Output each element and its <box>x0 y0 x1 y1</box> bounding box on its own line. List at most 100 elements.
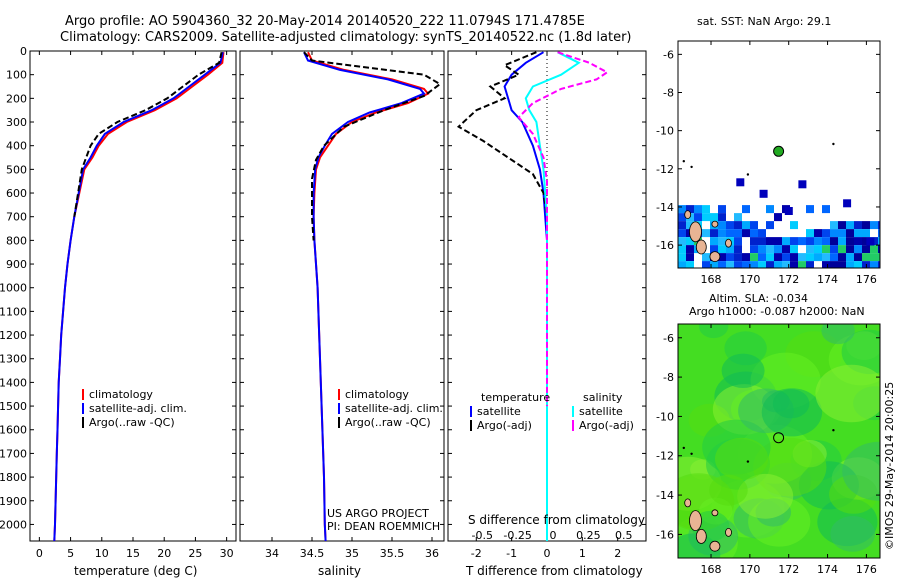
sst-cell <box>718 245 726 254</box>
temperature-xlabel: temperature (deg C) <box>74 564 198 578</box>
sst-cell <box>830 253 838 262</box>
sst-cell <box>702 261 710 268</box>
sst-cell <box>774 245 782 254</box>
sst-cell <box>830 221 838 230</box>
depth-tick-label: 1700 <box>0 447 27 460</box>
salinity-xtick-label: 34 <box>265 547 279 560</box>
sst-cell <box>686 237 694 246</box>
depth-tick-label: 1300 <box>0 353 27 366</box>
difference-legend-swatch <box>572 420 574 431</box>
sst-cell <box>846 261 854 268</box>
difference-series-2 <box>456 51 548 217</box>
sst-cell <box>718 205 726 214</box>
sla-blob <box>715 437 769 481</box>
sst-cell <box>798 253 806 262</box>
sst-map-xtick-label: 174 <box>817 273 838 286</box>
sst-cell <box>694 213 702 222</box>
temperature-xtick-label: 15 <box>126 547 140 560</box>
sst-cell <box>678 253 686 262</box>
difference-legend-swatch <box>470 406 472 417</box>
salinity-xtick-label: 35 <box>345 547 359 560</box>
depth-tick-label: 1100 <box>0 305 27 318</box>
sst-cell <box>846 229 854 238</box>
depth-tick-label: 500 <box>6 163 27 176</box>
sst-cell <box>710 237 718 246</box>
legend-header-salinity: salinity <box>583 391 623 404</box>
sst-cell <box>822 205 830 214</box>
sst-map-island <box>689 221 702 243</box>
sst-cell <box>790 237 798 246</box>
sst-cell <box>686 205 694 214</box>
sst-map-islet <box>690 165 693 169</box>
sst-cell <box>750 229 758 238</box>
sst-map-islet <box>682 160 685 163</box>
sst-map-ytick-label: -8 <box>663 87 674 100</box>
sst-cell <box>710 261 718 268</box>
sst-cell <box>862 245 870 254</box>
sst-map-island <box>725 238 732 248</box>
depth-tick-label: 300 <box>6 116 27 129</box>
sst-cell <box>758 261 766 268</box>
salinity-xtick-label: 34.5 <box>300 547 325 560</box>
difference-legend-swatch <box>470 420 472 431</box>
temperature-xtick-label: 10 <box>95 547 109 560</box>
depth-tick-label: 600 <box>6 187 27 200</box>
sst-cell <box>870 221 878 230</box>
sst-cell <box>734 245 742 254</box>
depth-tick-label: 1600 <box>0 424 27 437</box>
sst-map-island <box>709 251 721 263</box>
sla-map-island <box>725 528 732 537</box>
sst-cell <box>798 180 807 189</box>
sla-blob <box>830 516 876 552</box>
temperature-legend-label: satellite-adj. clim. <box>89 402 187 415</box>
temperature-series-2 <box>53 51 224 542</box>
temperature-legend-swatch <box>82 389 84 400</box>
depth-tick-label: 1200 <box>0 329 27 342</box>
sst-cell <box>702 229 710 238</box>
sst-map-ytick-label: -14 <box>656 201 674 214</box>
sst-map-island <box>684 210 692 220</box>
sst-cell <box>742 221 750 230</box>
sst-cell <box>718 221 726 230</box>
sst-cell <box>726 261 734 268</box>
top-tick-label: 0.5 <box>615 529 633 542</box>
sst-map-xtick-label: 176 <box>856 273 877 286</box>
sst-cell <box>750 221 758 230</box>
sst-cell <box>782 245 790 254</box>
sst-cell <box>798 237 806 246</box>
sst-cell <box>790 245 798 254</box>
salinity-series-3 <box>303 51 442 241</box>
sla-map-ytick-label: -6 <box>663 332 674 345</box>
sst-cell <box>878 261 880 268</box>
depth-tick-label: 900 <box>6 258 27 271</box>
sst-cell <box>854 237 862 246</box>
sst-cell <box>814 253 822 262</box>
sst-cell <box>784 207 793 215</box>
sst-cell <box>862 253 870 262</box>
salinity-xlabel: salinity <box>318 564 362 578</box>
sst-cell <box>806 245 814 254</box>
salinity-frame <box>239 50 445 542</box>
sst-cell <box>774 261 782 268</box>
top-tick-label: 0.25 <box>576 529 601 542</box>
sst-cell <box>734 213 742 222</box>
header-line2: Climatology: CARS2009. Satellite-adjuste… <box>60 30 632 45</box>
sst-cell <box>686 261 694 268</box>
sst-cell <box>838 253 846 262</box>
sst-cell <box>678 205 686 214</box>
sla-map-group <box>677 323 881 559</box>
sla-blob <box>698 324 729 339</box>
sst-cell <box>766 237 774 246</box>
sst-cell <box>736 178 745 187</box>
sst-cell <box>838 261 846 268</box>
difference-xtick-label: 0 <box>544 547 551 560</box>
salinity-legend-label: climatology <box>345 388 409 401</box>
sst-cell <box>758 237 766 246</box>
sla-map-xtick-label: 174 <box>817 563 838 576</box>
header-line1: Argo profile: AO 5904360_32 20-May-2014 … <box>65 14 585 29</box>
sst-cell <box>766 205 774 214</box>
sst-cell <box>854 245 862 254</box>
sst-cell <box>846 221 854 230</box>
sst-cell <box>678 245 686 254</box>
sla-map-island <box>711 509 719 517</box>
